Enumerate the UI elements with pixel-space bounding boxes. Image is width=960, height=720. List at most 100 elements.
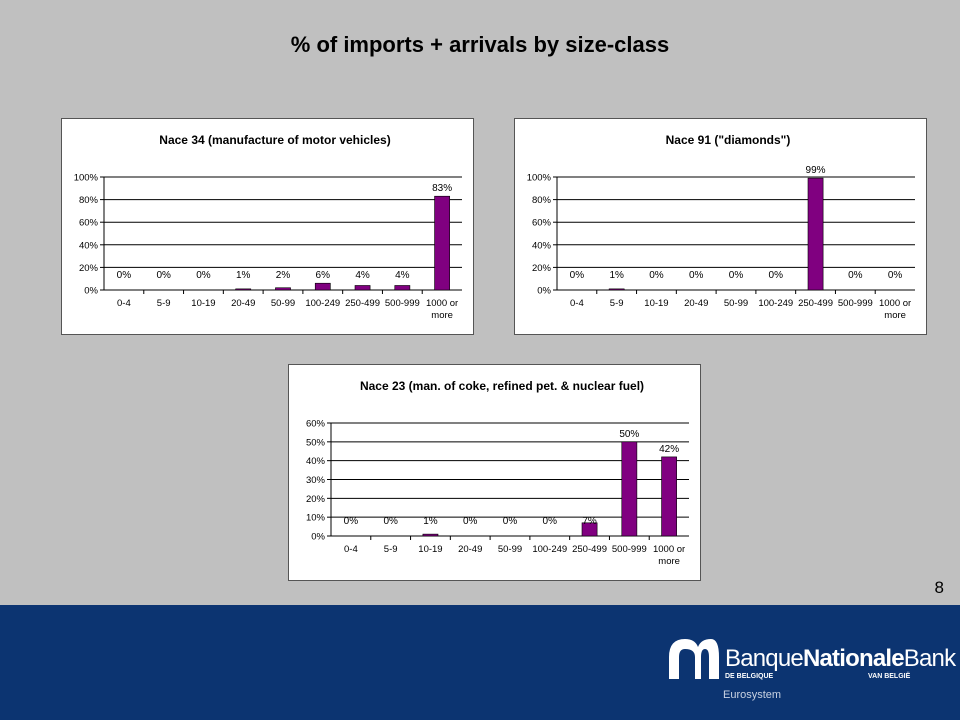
x-tick-label: 50-99 [271,298,295,309]
chart-nace-34-svg: Nace 34 (manufacture of motor vehicles) 0… [74,133,462,321]
y-tick-label: 0% [537,286,551,297]
x-tick-label: 100-249 [532,544,567,555]
data-label: 1% [609,270,624,281]
y-tick-label: 0% [311,532,325,543]
data-label: 0% [729,270,744,281]
x-tick-label: 10-19 [191,298,215,309]
x-tick-label: 20-49 [458,544,482,555]
bar [235,288,252,291]
x-tick-label: 0-4 [570,298,584,309]
x-tick-label: 5-9 [610,298,624,309]
data-label: 0% [463,516,478,527]
x-tick-label: 250-499 [798,298,833,309]
bar [661,456,677,537]
bar [608,288,625,291]
data-label: 0% [888,270,903,281]
x-tick-label: 5-9 [384,544,398,555]
data-label: 0% [344,516,359,527]
data-label: 99% [806,165,826,176]
data-label: 83% [432,183,452,194]
y-tick-label: 60% [306,419,326,430]
bank-name: BanqueNationaleBank [725,645,956,673]
data-label: 0% [196,270,211,281]
bank-subtitle-nl: VAN BELGIË [868,673,911,680]
chart-title: Nace 34 (manufacture of motor vehicles) [159,133,390,147]
chart-nace-23-svg: Nace 23 (man. of coke, refined pet. & nu… [306,379,689,567]
bank-logo: BanqueNationaleBank DE BELGIQUE VAN BELG… [665,627,956,707]
data-label: 0% [649,270,664,281]
data-label: 42% [659,444,679,455]
data-label: 0% [117,270,132,281]
x-tick-label: 0-4 [344,544,358,555]
data-label: 0% [689,270,704,281]
chart-title: Nace 91 ("diamonds") [666,133,791,147]
data-label: 1% [236,270,251,281]
x-tick-label: 500-999 [385,298,420,309]
chart-nace-34: Nace 34 (manufacture of motor vehicles) 0… [61,118,474,335]
x-tick-label: 250-499 [345,298,380,309]
x-tick-label: 50-99 [724,298,748,309]
y-tick-label: 60% [79,218,99,229]
chart-nace-91-svg: Nace 91 ("diamonds") 0% 20% 40% 60% 80% 100% 0%… [527,133,915,321]
data-label: 50% [619,429,639,440]
data-label: 0% [543,516,558,527]
y-tick-label: 50% [306,437,326,448]
x-tick-label: 500-999 [838,298,873,309]
bar [275,287,291,291]
bar [807,177,824,291]
bar [621,441,638,537]
y-tick-label: 100% [527,173,552,184]
y-tick-label: 40% [306,456,326,467]
data-label: 1% [423,516,438,527]
y-tick-label: 10% [306,513,326,524]
bank-subtitle-fr: DE BELGIQUE [725,673,774,680]
bar [394,285,411,291]
data-label: 0% [383,516,398,527]
data-label: 0% [570,270,585,281]
eurosystem-label: Eurosystem [723,689,782,701]
y-tick-label: 60% [532,218,552,229]
bnb-logo-icon [669,639,719,679]
bar [422,533,439,537]
bar [354,285,371,291]
data-label: 0% [156,270,171,281]
page-number: 8 [934,578,944,597]
y-tick-label: 20% [79,263,99,274]
chart-title: Nace 23 (man. of coke, refined pet. & nu… [360,379,644,393]
data-label: 4% [355,270,370,281]
x-tick-label: 10-19 [644,298,668,309]
bar [434,195,450,291]
x-tick-label: 100-249 [305,298,340,309]
x-tick-label: 1000 or more [426,298,458,321]
x-tick-label: 0-4 [117,298,131,309]
x-tick-label: 1000 or more [653,544,685,567]
x-tick-label: 100-249 [758,298,793,309]
y-tick-label: 0% [84,286,98,297]
bank-name-part2: Nationale [802,645,905,672]
bank-name-part1: Banque [725,645,804,672]
chart-nace-23: Nace 23 (man. of coke, refined pet. & nu… [288,364,701,581]
x-tick-label: 20-49 [231,298,255,309]
data-label: 6% [316,270,331,281]
y-tick-label: 40% [79,240,99,251]
y-tick-label: 40% [532,240,552,251]
y-tick-label: 80% [532,195,552,206]
x-tick-label: 5-9 [157,298,171,309]
x-tick-label: 10-19 [418,544,442,555]
data-label: 7% [582,516,597,527]
y-tick-label: 80% [79,195,99,206]
x-tick-label: 250-499 [572,544,607,555]
data-label: 0% [503,516,518,527]
bank-name-part3: Bank [903,645,956,672]
y-tick-label: 20% [532,263,552,274]
x-tick-label: 20-49 [684,298,708,309]
data-label: 2% [276,270,291,281]
data-label: 0% [848,270,863,281]
x-tick-label: 1000 or more [879,298,911,321]
data-label: 0% [769,270,784,281]
footer-band: BanqueNationaleBank DE BELGIQUE VAN BELG… [0,605,960,720]
slide-title: % of imports + arrivals by size-class [290,32,670,57]
bar [314,282,331,291]
data-label: 4% [395,270,410,281]
chart-nace-91: Nace 91 ("diamonds") 0% 20% 40% 60% 80% 100% 0%… [514,118,927,335]
